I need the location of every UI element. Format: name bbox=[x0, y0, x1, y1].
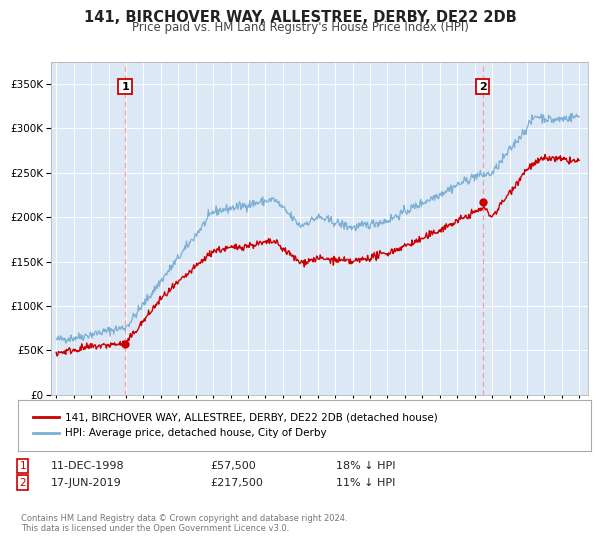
Text: 2: 2 bbox=[479, 82, 487, 92]
Text: Price paid vs. HM Land Registry's House Price Index (HPI): Price paid vs. HM Land Registry's House … bbox=[131, 21, 469, 34]
Text: 2: 2 bbox=[19, 478, 26, 488]
Text: 11-DEC-1998: 11-DEC-1998 bbox=[51, 461, 125, 471]
Text: 18% ↓ HPI: 18% ↓ HPI bbox=[336, 461, 395, 471]
Text: £217,500: £217,500 bbox=[210, 478, 263, 488]
Text: 1: 1 bbox=[121, 82, 129, 92]
Text: 141, BIRCHOVER WAY, ALLESTREE, DERBY, DE22 2DB: 141, BIRCHOVER WAY, ALLESTREE, DERBY, DE… bbox=[83, 10, 517, 25]
Text: £57,500: £57,500 bbox=[210, 461, 256, 471]
Text: 17-JUN-2019: 17-JUN-2019 bbox=[51, 478, 122, 488]
Text: Contains HM Land Registry data © Crown copyright and database right 2024.
This d: Contains HM Land Registry data © Crown c… bbox=[21, 514, 347, 534]
Text: 1: 1 bbox=[19, 461, 26, 471]
Legend: 141, BIRCHOVER WAY, ALLESTREE, DERBY, DE22 2DB (detached house), HPI: Average pr: 141, BIRCHOVER WAY, ALLESTREE, DERBY, DE… bbox=[29, 409, 442, 442]
Text: 11% ↓ HPI: 11% ↓ HPI bbox=[336, 478, 395, 488]
